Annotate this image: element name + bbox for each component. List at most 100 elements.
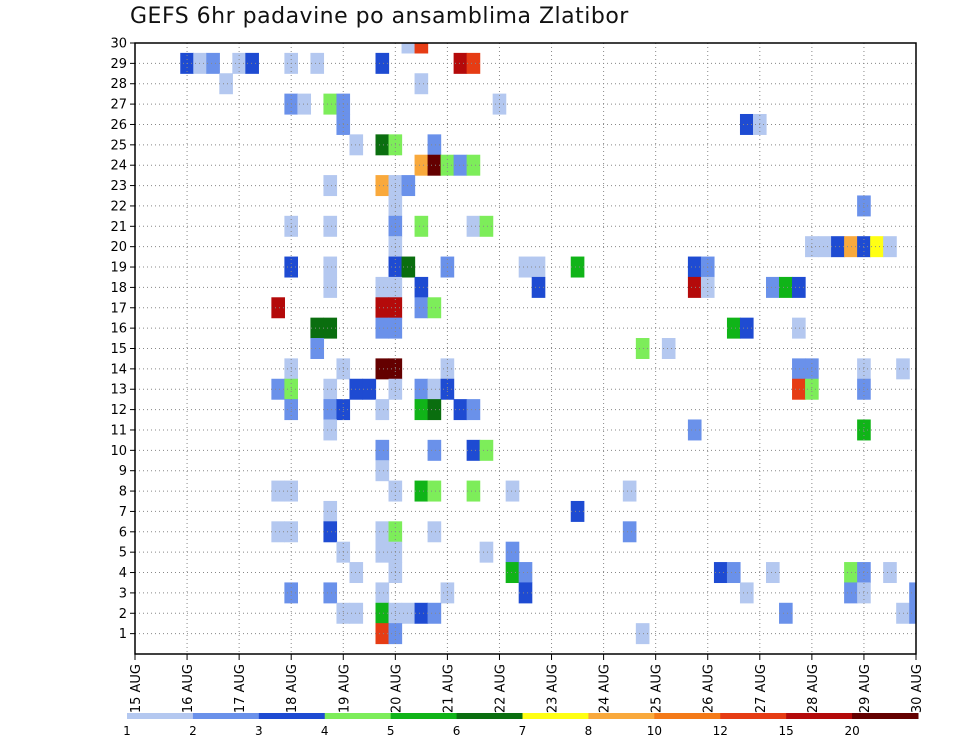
heatmap-cell [323, 256, 338, 278]
colorbar-label: 15 [779, 724, 794, 738]
heatmap-cell [726, 562, 741, 584]
heatmap-cell [466, 480, 481, 502]
heatmap-cell [414, 276, 429, 298]
y-tick-label: 6 [119, 525, 127, 540]
heatmap-cell [414, 378, 429, 400]
heatmap-cell [844, 582, 858, 604]
heatmap-cell [518, 582, 533, 604]
y-tick-label: 11 [110, 423, 127, 438]
heatmap-cell [766, 562, 780, 584]
heatmap-cell [375, 399, 390, 421]
x-tick-label: 20 AUG [389, 664, 404, 713]
heatmap-cell [896, 602, 910, 624]
y-tick-label: 14 [110, 362, 127, 377]
y-tick-label: 21 [110, 220, 127, 235]
heatmap-cell [570, 500, 585, 522]
heatmap-cell [427, 378, 442, 400]
y-tick-label: 1 [119, 627, 127, 642]
y-tick-label: 15 [110, 342, 127, 357]
colorbar-label: 12 [713, 724, 728, 738]
heatmap-cell [323, 419, 338, 441]
heatmap-cell [349, 378, 364, 400]
y-tick-label: 25 [110, 138, 127, 153]
y-tick-label: 13 [110, 383, 127, 398]
y-tick-label: 30 [110, 37, 127, 52]
colorbar-label: 5 [387, 724, 395, 738]
heatmap-cell [310, 52, 325, 74]
y-tick-label: 4 [119, 566, 127, 581]
heatmap-cell [414, 297, 429, 319]
heatmap-cell [323, 500, 338, 522]
heatmap-cell [635, 338, 650, 359]
heatmap-cell [466, 52, 481, 74]
heatmap-cell [687, 419, 702, 441]
heatmap-cell [323, 93, 338, 115]
x-tick-label: 17 AUG [233, 664, 248, 713]
chart-title: GEFS 6hr padavine po ansamblima Zlatibor [130, 4, 629, 29]
heatmap-cell [427, 297, 442, 319]
heatmap-cell [766, 276, 780, 298]
heatmap-cell [310, 317, 325, 339]
y-tick-label: 3 [119, 586, 127, 601]
colorbar-segment [258, 713, 326, 719]
x-tick-label: 23 AUG [546, 664, 561, 713]
heatmap-cell [896, 358, 910, 380]
heatmap-cell [375, 582, 390, 604]
heatmap-cell [349, 602, 364, 624]
x-tick-label: 16 AUG [181, 664, 196, 713]
heatmap-cell [622, 480, 637, 502]
heatmap-cell [792, 276, 806, 298]
x-tick-label: 26 AUG [702, 664, 717, 713]
y-tick-label: 19 [110, 261, 127, 276]
y-tick-label: 5 [119, 546, 127, 561]
heatmap-cell [844, 236, 858, 258]
heatmap-cell [375, 276, 390, 298]
heatmap-cell [466, 399, 481, 421]
heatmap-cell [883, 236, 897, 258]
heatmap-cell [414, 154, 429, 176]
heatmap-cell [427, 134, 442, 156]
heatmap-cell [831, 236, 845, 258]
heatmap-cell [870, 236, 884, 258]
y-tick-label: 29 [110, 57, 127, 72]
heatmap-cell [401, 175, 416, 197]
heatmap-cell [622, 521, 637, 543]
heatmap-cell [883, 562, 897, 584]
heatmap-cell [779, 276, 793, 298]
colorbar-segment [456, 713, 523, 719]
heatmap-cell [219, 73, 233, 95]
heatmap-cell [323, 399, 338, 421]
heatmap-cell [323, 276, 338, 298]
heatmap-cell [271, 480, 285, 502]
heatmap-cell [687, 256, 702, 278]
x-tick-label: 22 AUG [493, 664, 508, 713]
colorbar-label: 3 [255, 724, 263, 738]
colorbar-segment [522, 713, 589, 719]
y-tick-label: 9 [119, 464, 127, 479]
heatmap-cell [518, 562, 533, 584]
y-tick-label: 23 [110, 179, 127, 194]
heatmap-cell [427, 154, 442, 176]
y-tick-label: 16 [110, 322, 127, 337]
heatmap-cell [323, 215, 338, 237]
heatmap-cell [323, 378, 338, 400]
colorbar-segment [852, 713, 919, 719]
heatmap-cell [453, 52, 468, 74]
heatmap-cell [271, 521, 285, 543]
heatmap-cell [505, 541, 520, 563]
x-tick-label: 24 AUG [598, 664, 613, 713]
colorbar-label: 4 [321, 724, 329, 738]
heatmap-cell [661, 338, 676, 359]
axes: 1234567891011121314151617181920212223242… [110, 37, 925, 714]
x-tick-label: 15 AUG [129, 664, 144, 713]
heatmap-cell [909, 602, 916, 624]
heatmap-cell [375, 541, 390, 563]
heatmap-cell [193, 52, 207, 74]
heatmap-cell [844, 562, 858, 584]
heatmap-cell [531, 276, 546, 298]
heatmap-cell [466, 215, 481, 237]
heatmap-cell [792, 358, 806, 380]
heatmap-cell [739, 113, 754, 135]
colorbar-segment [324, 713, 392, 719]
heatmap-cell [375, 602, 390, 624]
